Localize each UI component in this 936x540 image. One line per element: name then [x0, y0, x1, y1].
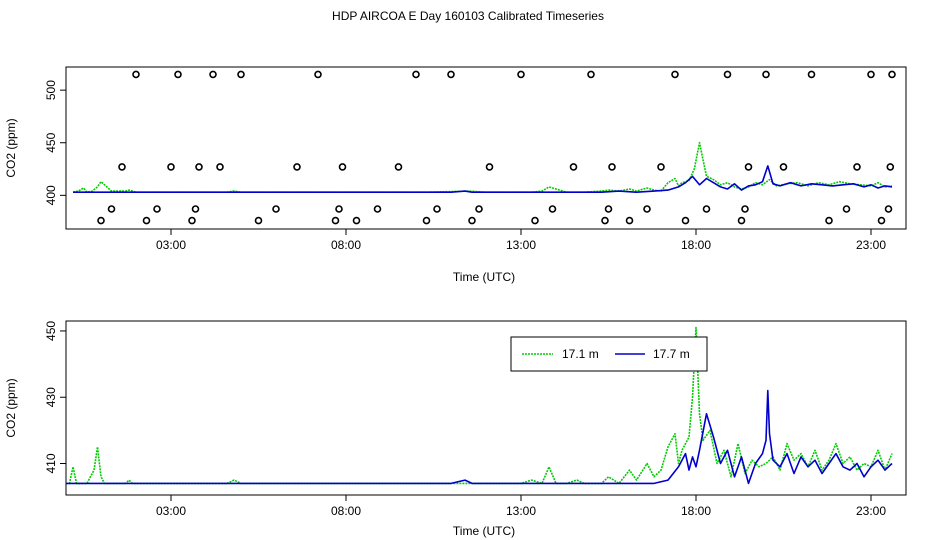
calibration-marker	[587, 70, 595, 79]
calibration-marker	[132, 70, 140, 79]
calibration-marker	[807, 70, 816, 79]
bottom-series-line-17-7-m	[66, 389, 893, 485]
calibration-marker	[604, 205, 613, 213]
top-series-group	[72, 141, 893, 193]
calibration-marker	[867, 70, 875, 79]
bottom-y-tick-label: 410	[44, 453, 58, 473]
calibration-marker	[352, 216, 361, 225]
calibration-marker	[608, 163, 616, 171]
top-x-tick-label: 18:00	[681, 238, 711, 252]
bottom-series-group	[66, 326, 893, 485]
calibration-marker	[625, 216, 634, 225]
calibration-marker	[142, 216, 151, 225]
calibration-marker	[671, 70, 679, 79]
calibration-marker	[485, 163, 494, 171]
chart-panel-bottom: 03:00 08:00 13:00 18:00 23:00 410 430 450 Time…	[4, 320, 907, 538]
legend-label-17-1: 17.1 m	[562, 347, 599, 361]
calibration-marker	[335, 205, 343, 213]
bottom-x-axis: 03:00 08:00 13:00 18:00 23:00	[156, 495, 886, 518]
legend-label-17-7: 17.7 m	[653, 347, 690, 361]
bottom-x-tick-label: 23:00	[856, 504, 886, 518]
top-x-axis: 03:00 08:00 13:00 18:00 23:00	[156, 229, 886, 252]
calibration-marker	[681, 216, 690, 225]
calibration-marker	[475, 205, 483, 213]
top-marker-group	[97, 70, 896, 225]
calibration-marker	[825, 216, 833, 225]
top-x-axis-label: Time (UTC)	[453, 270, 515, 284]
calibration-marker	[272, 205, 280, 213]
bottom-y-tick-label: 450	[44, 321, 58, 341]
calibration-marker	[741, 205, 749, 213]
calibration-marker	[433, 205, 441, 213]
calibration-marker	[762, 70, 770, 79]
calibration-marker	[723, 70, 732, 79]
calibration-marker	[314, 70, 322, 79]
calibration-marker	[373, 205, 382, 213]
top-y-axis-label: CO2 (ppm)	[4, 118, 18, 177]
calibration-marker	[118, 163, 126, 171]
top-y-axis: 400 450 500	[44, 80, 66, 205]
bottom-x-tick-label: 13:00	[506, 504, 536, 518]
calibration-marker	[569, 163, 578, 171]
calibration-marker	[779, 163, 788, 171]
calibration-marker	[853, 163, 861, 171]
top-x-tick-label: 13:00	[506, 238, 536, 252]
calibration-marker	[254, 216, 263, 225]
calibration-marker	[174, 70, 182, 79]
calibration-marker	[338, 163, 347, 171]
calibration-marker	[643, 205, 651, 213]
top-x-tick-label: 08:00	[331, 238, 361, 252]
calibration-marker	[422, 216, 431, 225]
top-x-tick-label: 03:00	[156, 238, 186, 252]
bottom-x-tick-label: 03:00	[156, 504, 186, 518]
calibration-marker	[517, 70, 525, 79]
calibration-marker	[657, 163, 665, 171]
calibration-marker	[237, 70, 245, 79]
calibration-marker	[744, 163, 753, 171]
calibration-marker	[412, 70, 420, 79]
top-y-tick-label: 400	[44, 185, 58, 205]
bottom-x-axis-label: Time (UTC)	[453, 524, 515, 538]
calibration-marker	[468, 216, 476, 225]
calibration-marker	[167, 163, 175, 171]
plot-frame-top	[65, 66, 907, 230]
calibration-marker	[209, 70, 217, 79]
calibration-marker	[531, 216, 539, 225]
calibration-marker	[107, 205, 116, 213]
bottom-x-tick-label: 08:00	[331, 504, 361, 518]
calibration-marker	[884, 205, 893, 213]
bottom-y-axis: 410 430 450	[44, 321, 66, 474]
bottom-x-tick-label: 18:00	[681, 504, 711, 518]
top-y-tick-label: 500	[44, 80, 58, 100]
calibration-marker	[548, 205, 557, 213]
legend: 17.1 m 17.7 m	[510, 336, 708, 372]
calibration-marker	[601, 216, 609, 225]
calibration-marker	[842, 205, 851, 213]
top-y-tick-label: 450	[44, 132, 58, 152]
page-title: HDP AIRCOA E Day 160103 Calibrated Times…	[332, 9, 604, 23]
calibration-marker	[331, 216, 340, 225]
bottom-y-tick-label: 430	[44, 387, 58, 407]
calibration-marker	[394, 163, 403, 171]
calibration-marker	[97, 216, 105, 225]
calibration-marker	[447, 70, 455, 79]
calibration-marker	[888, 70, 896, 79]
calibration-marker	[153, 205, 161, 213]
calibration-marker	[188, 216, 196, 225]
calibration-marker	[216, 163, 224, 171]
top-series-line-17-7-m	[73, 165, 893, 193]
calibration-marker	[293, 163, 301, 171]
plot-frame-bottom	[65, 320, 907, 496]
calibration-marker	[702, 205, 711, 213]
bottom-y-axis-label: CO2 (ppm)	[4, 378, 18, 437]
chart-panel-top: 03:00 08:00 13:00 18:00 23:00 400 450 500 Time…	[4, 66, 907, 284]
calibration-marker	[886, 163, 895, 171]
calibration-marker	[195, 163, 203, 171]
top-x-tick-label: 23:00	[856, 238, 886, 252]
calibration-marker	[191, 205, 200, 213]
calibration-marker	[877, 216, 886, 225]
calibration-marker	[737, 216, 746, 225]
